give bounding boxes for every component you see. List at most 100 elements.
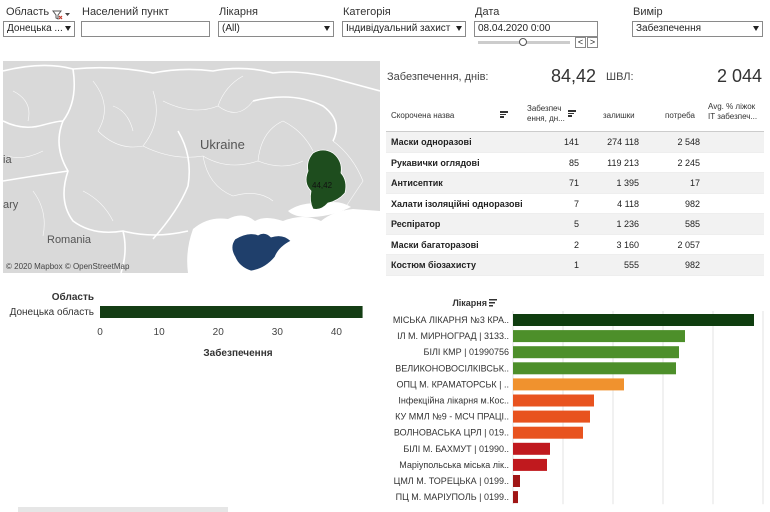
hospital-bar[interactable]	[513, 394, 594, 407]
cell-need: 2 057	[677, 239, 700, 250]
oblast-dropdown[interactable]: Донецька ...	[3, 21, 75, 37]
settlement-filter-label: Населений пункт	[82, 6, 169, 18]
map-label-hungary-fragment: ary	[3, 199, 19, 211]
map-canvas: Ukraine Romania ary ia 44,42 © 2020 Mapb…	[3, 61, 380, 273]
oblast-chart: Область Донецька область 0 10 20 30 40 Забезпеч…	[0, 290, 380, 360]
chevron-down-icon	[324, 26, 330, 31]
donetsk-oblast-region[interactable]	[305, 149, 347, 210]
column-header-supply[interactable]: Забезпеч ення, дн...	[527, 104, 565, 123]
map-label-ukraine: Ukraine	[200, 137, 245, 152]
cell-stock: 555	[623, 260, 639, 270]
date-input-value: 08.04.2020 0:00	[478, 23, 551, 34]
hospital-bar-label: ПЦ М. МАРІУПОЛЬ | 0199..	[396, 492, 509, 502]
cell-stock: 3 160	[616, 239, 639, 250]
map[interactable]: Ukraine Romania ary ia 44,42 © 2020 Mapb…	[3, 61, 380, 273]
table-row[interactable]: Халати ізоляційні одноразові 7 4 118 982	[386, 194, 764, 214]
hospital-dropdown[interactable]: (All)	[218, 21, 334, 37]
hospital-bar[interactable]	[513, 346, 679, 359]
measure-dropdown[interactable]: Забезпечення	[632, 21, 763, 37]
hospital-bar-label: ВЕЛИКОНОВОСІЛКІВСЬК..	[395, 363, 509, 373]
table-row[interactable]: Маски одноразові 141 274 118 2 548	[386, 132, 764, 153]
column-header-need[interactable]: потреба	[665, 111, 695, 120]
hospital-filter-label: Лікарня	[219, 6, 258, 18]
settlement-input[interactable]	[81, 21, 210, 37]
category-dropdown[interactable]: Індивідуальний захист	[342, 21, 466, 37]
oblast-tick-label: 40	[331, 327, 343, 338]
filter-icon[interactable]	[52, 7, 70, 25]
azov-sea	[288, 202, 351, 218]
column-header-icu-beds[interactable]: Avg. % ліжок IT забезпеч...	[708, 102, 758, 121]
map-attribution: © 2020 Mapbox © OpenStreetMap	[6, 262, 130, 271]
date-next-button[interactable]: >	[587, 37, 598, 48]
date-slider-handle[interactable]	[519, 38, 527, 46]
country-borders	[3, 64, 380, 273]
chevron-down-icon	[753, 26, 759, 31]
cell-stock: 1 236	[616, 219, 639, 229]
table-row[interactable]: Респіратор 5 1 236 585	[386, 214, 764, 235]
cell-stock: 1 395	[616, 178, 639, 188]
sort-icon[interactable]	[500, 111, 508, 118]
hospital-axis-title: Лікарня	[452, 298, 487, 308]
hospital-bar-label: ОПЦ М. КРАМАТОРСЬК | ..	[396, 379, 509, 389]
chevron-down-icon	[65, 26, 71, 31]
table-body: Маски одноразові 141 274 118 2 548 Рукавички…	[386, 132, 764, 276]
map-region-value: 44,42	[312, 181, 333, 190]
oblast-tick-label: 30	[272, 327, 284, 338]
oblast-bar[interactable]	[100, 306, 363, 318]
table-row[interactable]: Антисептик 71 1 395 17	[386, 173, 764, 194]
hospital-bar-label: МІСЬКА ЛІКАРНЯ №3 КРА..	[393, 315, 509, 325]
date-filter-label: Дата	[475, 6, 500, 18]
hospital-chart: Лікарня МІСЬКА ЛІКАРНЯ №3 КРА.. ІЛ М. МИРН…	[383, 295, 770, 505]
crimea-region[interactable]	[231, 233, 292, 272]
hospital-bar-label: Інфекційна лікарня м.Кос..	[398, 396, 509, 406]
oblast-tick-label: 0	[97, 327, 103, 338]
column-header-stock[interactable]: залишки	[603, 111, 635, 120]
cell-name: Маски одноразові	[391, 137, 472, 147]
hospital-bar[interactable]	[513, 362, 676, 375]
cell-supply-days: 141	[563, 137, 579, 147]
cell-supply-days: 71	[568, 178, 579, 188]
region-borders	[7, 75, 364, 237]
sort-icon-line	[489, 299, 497, 301]
hospital-bar[interactable]	[513, 410, 590, 423]
hospital-bar-label: Маріупольська міська лік..	[399, 460, 509, 470]
table-row[interactable]: Маски багаторазові 2 3 160 2 057	[386, 235, 764, 255]
oblast-tick-label: 20	[213, 327, 225, 338]
hospital-bar-label: ЦМЛ М. ТОРЕЦЬКА | 0199..	[394, 476, 509, 486]
category-filter-label: Категорія	[343, 6, 391, 18]
cell-supply-days: 7	[573, 198, 579, 209]
date-input[interactable]: 08.04.2020 0:00	[474, 21, 598, 37]
horizontal-scrollbar[interactable]	[18, 507, 228, 512]
cell-name: Респіратор	[391, 219, 441, 229]
cell-name: Маски багаторазові	[391, 239, 479, 250]
hospital-bar[interactable]	[513, 442, 550, 455]
column-header-name[interactable]: Скорочена назва	[391, 111, 455, 120]
hospital-bar[interactable]	[513, 475, 520, 487]
table-row[interactable]: Рукавички оглядові 85 119 213 2 245	[386, 153, 764, 173]
cell-supply-days: 2	[573, 239, 579, 250]
hospital-bar-label: КУ ММЛ №9 - МСЧ ПРАЦІ..	[395, 412, 509, 422]
supply-table: Скорочена назва Забезпеч ення, дн... зал…	[386, 100, 764, 276]
sort-icon[interactable]	[489, 299, 497, 307]
date-prev-button[interactable]: <	[575, 37, 586, 48]
ventilators-label: ШВЛ:	[606, 71, 634, 83]
cell-name: Халати ізоляційні одноразові	[391, 198, 523, 209]
hospital-bar[interactable]	[513, 314, 754, 326]
hospital-bar[interactable]	[513, 330, 685, 343]
cell-name: Рукавички оглядові	[391, 157, 480, 168]
hospital-dropdown-value: (All)	[222, 23, 240, 34]
oblast-axis-title: Область	[52, 291, 94, 303]
table-header: Скорочена назва Забезпеч ення, дн... зал…	[386, 100, 764, 132]
table-row[interactable]: Костюм біозахисту 1 555 982	[386, 255, 764, 276]
measure-filter-label: Вимір	[633, 6, 663, 18]
hospital-chart-canvas: Лікарня МІСЬКА ЛІКАРНЯ №3 КРА.. ІЛ М. МИРН…	[393, 298, 764, 505]
hospital-bar[interactable]	[513, 426, 583, 439]
cell-name: Костюм біозахисту	[391, 260, 476, 270]
hospital-bar[interactable]	[513, 458, 547, 471]
sort-icon[interactable]	[568, 110, 576, 117]
hospital-bar[interactable]	[513, 491, 518, 504]
hospital-bar[interactable]	[513, 378, 624, 391]
cell-stock: 4 118	[617, 198, 639, 209]
cell-name: Антисептик	[391, 178, 443, 188]
